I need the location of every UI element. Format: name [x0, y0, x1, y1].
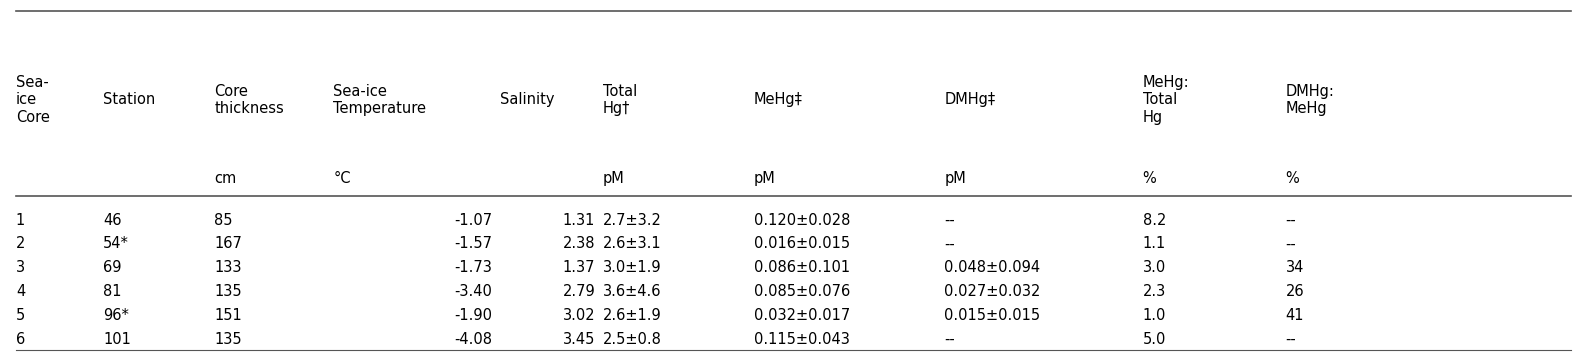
Text: 2.7±3.2: 2.7±3.2 [603, 213, 662, 228]
Text: 3.45: 3.45 [563, 332, 595, 347]
Text: 0.015±0.015: 0.015±0.015 [944, 308, 1041, 323]
Text: --: -- [1285, 236, 1297, 251]
Text: 0.085±0.076: 0.085±0.076 [754, 284, 851, 299]
Text: Station: Station [103, 92, 156, 107]
Text: 1.0: 1.0 [1143, 308, 1166, 323]
Text: Sea-
ice
Core: Sea- ice Core [16, 75, 49, 125]
Text: 3.0±1.9: 3.0±1.9 [603, 260, 662, 275]
Text: 85: 85 [214, 213, 233, 228]
Text: --: -- [1285, 332, 1297, 347]
Text: Total
Hg†: Total Hg† [603, 84, 638, 116]
Text: 6: 6 [16, 332, 25, 347]
Text: 1: 1 [16, 213, 25, 228]
Text: 5.0: 5.0 [1143, 332, 1166, 347]
Text: 2.38: 2.38 [563, 236, 595, 251]
Text: 3: 3 [16, 260, 25, 275]
Text: pM: pM [603, 171, 625, 186]
Text: -1.73: -1.73 [454, 260, 492, 275]
Text: -1.57: -1.57 [454, 236, 492, 251]
Text: 5: 5 [16, 308, 25, 323]
Text: 2.6±1.9: 2.6±1.9 [603, 308, 662, 323]
Text: 41: 41 [1285, 308, 1305, 323]
Text: MeHg:
Total
Hg: MeHg: Total Hg [1143, 75, 1189, 125]
Text: -4.08: -4.08 [454, 332, 492, 347]
Text: --: -- [944, 332, 955, 347]
Text: 0.115±0.043: 0.115±0.043 [754, 332, 849, 347]
Text: --: -- [1285, 213, 1297, 228]
Text: Core
thickness: Core thickness [214, 84, 284, 116]
Text: 2.3: 2.3 [1143, 284, 1166, 299]
Text: DMHg‡: DMHg‡ [944, 92, 995, 107]
Text: %: % [1143, 171, 1157, 186]
Text: 69: 69 [103, 260, 122, 275]
Text: 0.027±0.032: 0.027±0.032 [944, 284, 1041, 299]
Text: 54*: 54* [103, 236, 129, 251]
Text: 34: 34 [1285, 260, 1305, 275]
Text: 0.086±0.101: 0.086±0.101 [754, 260, 851, 275]
Text: 46: 46 [103, 213, 122, 228]
Text: 135: 135 [214, 332, 241, 347]
Text: 0.120±0.028: 0.120±0.028 [754, 213, 851, 228]
Text: pM: pM [944, 171, 966, 186]
Text: DMHg:
MeHg: DMHg: MeHg [1285, 84, 1335, 116]
Text: 2.5±0.8: 2.5±0.8 [603, 332, 662, 347]
Text: %: % [1285, 171, 1300, 186]
Text: 135: 135 [214, 284, 241, 299]
Text: 3.02: 3.02 [562, 308, 595, 323]
Text: pM: pM [754, 171, 776, 186]
Text: 3.0: 3.0 [1143, 260, 1166, 275]
Text: 4: 4 [16, 284, 25, 299]
Text: 26: 26 [1285, 284, 1305, 299]
Text: 101: 101 [103, 332, 132, 347]
Text: 2: 2 [16, 236, 25, 251]
Text: 96*: 96* [103, 308, 129, 323]
Text: -3.40: -3.40 [454, 284, 492, 299]
Text: °C: °C [333, 171, 351, 186]
Text: 0.032±0.017: 0.032±0.017 [754, 308, 851, 323]
Text: MeHg‡: MeHg‡ [754, 92, 803, 107]
Text: Sea-ice
Temperature: Sea-ice Temperature [333, 84, 427, 116]
Text: 81: 81 [103, 284, 122, 299]
Text: 0.048±0.094: 0.048±0.094 [944, 260, 1041, 275]
Text: --: -- [944, 213, 955, 228]
Text: -1.07: -1.07 [454, 213, 492, 228]
Text: 0.016±0.015: 0.016±0.015 [754, 236, 851, 251]
Text: 8.2: 8.2 [1143, 213, 1166, 228]
Text: 1.37: 1.37 [563, 260, 595, 275]
Text: 3.6±4.6: 3.6±4.6 [603, 284, 662, 299]
Text: -1.90: -1.90 [454, 308, 492, 323]
Text: 1.1: 1.1 [1143, 236, 1166, 251]
Text: Salinity: Salinity [500, 92, 554, 107]
Text: 1.31: 1.31 [563, 213, 595, 228]
Text: 151: 151 [214, 308, 241, 323]
Text: 2.79: 2.79 [562, 284, 595, 299]
Text: 167: 167 [214, 236, 243, 251]
Text: cm: cm [214, 171, 236, 186]
Text: --: -- [944, 236, 955, 251]
Text: 133: 133 [214, 260, 241, 275]
Text: 2.6±3.1: 2.6±3.1 [603, 236, 662, 251]
